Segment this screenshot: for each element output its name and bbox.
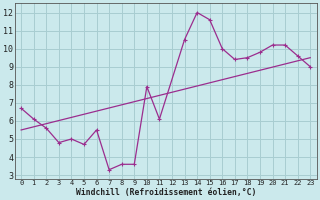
X-axis label: Windchill (Refroidissement éolien,°C): Windchill (Refroidissement éolien,°C) xyxy=(76,188,256,197)
